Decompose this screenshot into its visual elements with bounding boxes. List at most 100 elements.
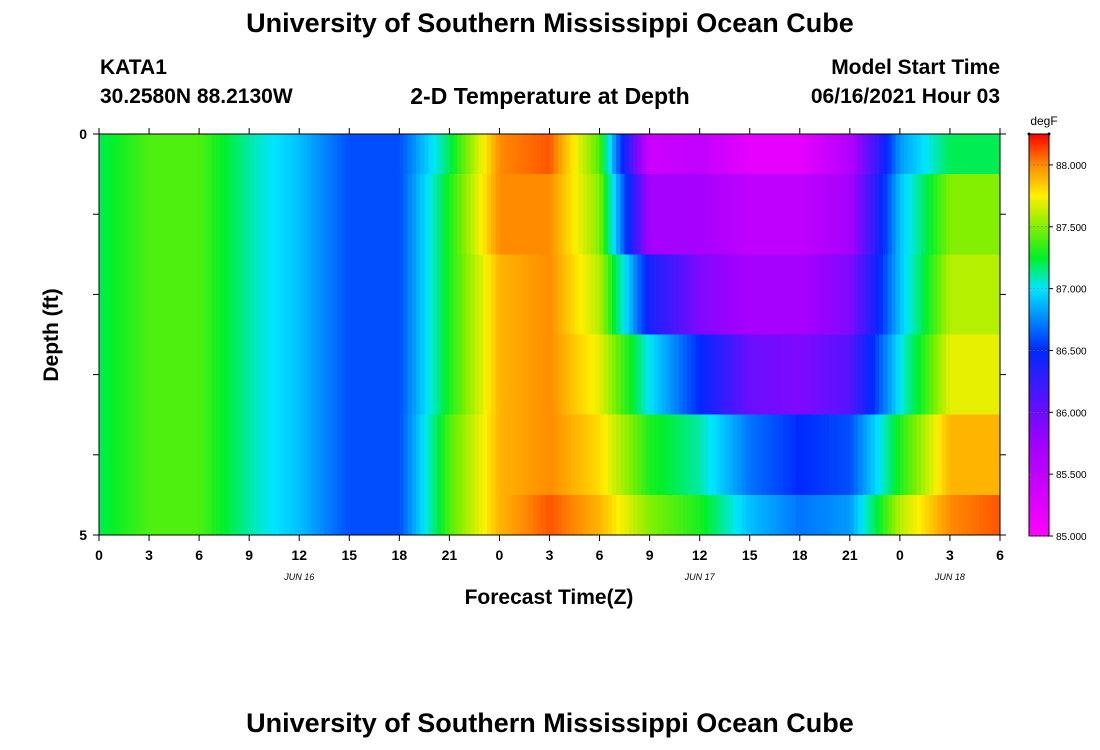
heatmap-cell [378, 134, 384, 175]
heatmap-cell [862, 254, 868, 336]
heatmap-cell [632, 494, 638, 536]
heatmap-cell [132, 334, 138, 416]
heatmap-cell [140, 134, 146, 175]
heatmap-cell [311, 494, 317, 536]
x-tick-label: 18 [792, 547, 808, 563]
heatmap-cell [962, 414, 968, 496]
heatmap-cell [286, 494, 292, 536]
heatmap-cell [149, 414, 154, 496]
heatmap-cell [783, 134, 788, 175]
heatmap-cell [958, 254, 964, 336]
heatmap-cell [524, 334, 530, 416]
heatmap-cell [420, 414, 425, 496]
heatmap-cell [128, 174, 133, 255]
heatmap-cell [228, 254, 234, 336]
heatmap-cell [274, 414, 279, 496]
heatmap-cell [691, 334, 697, 416]
heatmap-cell [582, 254, 588, 336]
heatmap-cell [436, 494, 442, 536]
heatmap-cell [103, 254, 108, 336]
heatmap-cell [979, 494, 984, 536]
heatmap-cell [532, 254, 538, 336]
heatmap-cell [345, 334, 350, 416]
heatmap-cell [182, 134, 188, 175]
heatmap-cell [695, 494, 701, 536]
heatmap-cell [257, 414, 263, 496]
heatmap-cell [399, 174, 405, 255]
heatmap-cell [190, 414, 196, 496]
heatmap-cell [908, 174, 913, 255]
x-tick-label: 3 [946, 547, 954, 563]
heatmap-cell [436, 134, 442, 175]
heatmap-cell [582, 414, 588, 496]
heatmap-cell [111, 494, 117, 536]
heatmap-cell [812, 334, 818, 416]
heatmap-cell [453, 254, 459, 336]
heatmap-cell [816, 174, 822, 255]
heatmap-cell [228, 414, 234, 496]
heatmap-cell [324, 414, 330, 496]
heatmap-cell [332, 494, 338, 536]
heatmap-cell [599, 494, 605, 536]
heatmap-cell [854, 414, 859, 496]
heatmap-cell [207, 254, 213, 336]
heatmap-cell [128, 334, 133, 416]
heatmap-cell [520, 414, 526, 496]
heatmap-cell [520, 174, 526, 255]
heatmap-cell [695, 134, 701, 175]
heatmap-cell [703, 414, 709, 496]
heatmap-cell [324, 174, 330, 255]
heatmap-cell [207, 174, 213, 255]
heatmap-cell [566, 494, 571, 536]
heatmap-cell [812, 134, 818, 175]
heatmap-cell [103, 174, 108, 255]
heatmap-cell [599, 174, 605, 255]
heatmap-cell [491, 174, 496, 255]
heatmap-cell [320, 414, 325, 496]
heatmap-cell [186, 494, 192, 536]
heatmap-cell [128, 254, 133, 336]
heatmap-cell [441, 334, 446, 416]
heatmap-cell [582, 334, 588, 416]
heatmap-cell [461, 174, 467, 255]
heatmap-cell [449, 174, 455, 255]
heatmap-cell [399, 134, 405, 175]
heatmap-cell [199, 254, 204, 336]
heatmap-cell [349, 414, 355, 496]
heatmap-cell [887, 334, 893, 416]
heatmap-cell [503, 334, 509, 416]
heatmap-cell [699, 414, 705, 496]
heatmap-cell [495, 174, 501, 255]
heatmap-cell [474, 254, 480, 336]
heatmap-cell [353, 494, 359, 536]
heatmap-cell [954, 494, 959, 536]
y-tick-label: 0 [79, 126, 87, 142]
heatmap-cell [307, 174, 313, 255]
heatmap-cell [874, 494, 880, 536]
heatmap-cell [115, 134, 121, 175]
heatmap-cell [812, 414, 818, 496]
heatmap-cell [245, 494, 250, 536]
heatmap-cell [749, 494, 755, 536]
heatmap-cell [603, 494, 609, 536]
heatmap-cell [574, 334, 580, 416]
heatmap-cell [165, 334, 171, 416]
heatmap-cell [708, 414, 713, 496]
heatmap-cell [549, 174, 555, 255]
heatmap-cell [503, 134, 509, 175]
heatmap-cell [536, 254, 542, 336]
heatmap-cell [524, 174, 530, 255]
heatmap-cell [274, 134, 279, 175]
heatmap-cell [762, 254, 768, 336]
heatmap-cell [144, 254, 150, 336]
heatmap-cell [416, 134, 421, 175]
heatmap-cell [682, 174, 688, 255]
heatmap-cell [983, 174, 989, 255]
heatmap-cell [607, 174, 613, 255]
heatmap-cell [987, 414, 993, 496]
heatmap-cell [632, 334, 638, 416]
heatmap-cell [837, 414, 843, 496]
heatmap-cell [720, 414, 726, 496]
heatmap-cell [174, 494, 179, 536]
heatmap-cell [866, 414, 872, 496]
